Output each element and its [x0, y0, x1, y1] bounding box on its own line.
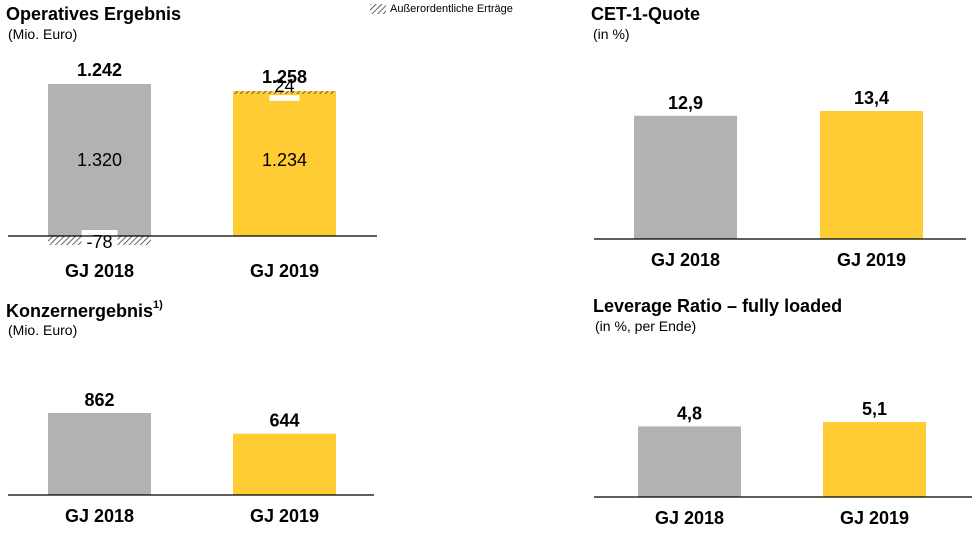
bar-1-1: [820, 111, 923, 239]
chart-title-konzern: Konzernergebnis1): [6, 299, 163, 322]
chart-subtitle-cet1: (in %): [593, 26, 630, 42]
data-label-1-0: 12,9: [668, 93, 703, 113]
chart-subtitle-konzern: (Mio. Euro): [8, 322, 78, 338]
hatch-edge-1: [233, 91, 336, 96]
hatch-swatch-icon: [370, 4, 386, 14]
x-tick-label-3-0: GJ 2018: [655, 508, 724, 528]
x-tick-label-1-1: GJ 2019: [837, 250, 906, 270]
chart-subtitle-operatives: (Mio. Euro): [8, 26, 78, 42]
chart-subtitle-leverage: (in %, per Ende): [595, 318, 697, 334]
x-tick-label-2-0: GJ 2018: [65, 506, 134, 526]
total-label-1: 1.258: [262, 67, 307, 87]
x-tick-label-3-1: GJ 2019: [840, 508, 909, 528]
chart-cet1: 12,9 GJ 2018 13,4 GJ 2019: [594, 88, 966, 270]
bar-main-0: [48, 84, 151, 236]
segment-label-extra-0: -78: [86, 232, 112, 252]
chart-leverage: 4,8 GJ 2018 5,1 GJ 2019: [594, 399, 972, 528]
segment-label-extra-1: 24: [274, 76, 294, 96]
data-label-3-0: 4,8: [677, 403, 702, 423]
bar-3-0: [638, 426, 741, 497]
bar-1-0: [634, 115, 737, 239]
chart-konzern: 862 GJ 2018 644 GJ 2019: [8, 390, 374, 526]
bar-2-0: [48, 413, 151, 495]
segment-label-main-0: 1.320: [77, 150, 122, 170]
extra-label-bg-1: [269, 95, 300, 101]
chart-title-leverage: Leverage Ratio – fully loaded: [593, 296, 843, 316]
legend: Außerordentliche Erträge: [370, 3, 513, 15]
data-label-2-0: 862: [84, 390, 114, 410]
bar-main-1: [233, 93, 336, 236]
total-label-0: 1.242: [77, 60, 122, 80]
chart-title-konzern-footnote: 1): [153, 299, 163, 311]
x-tick-label-1-0: GJ 2018: [651, 250, 720, 270]
data-label-3-1: 5,1: [862, 399, 887, 419]
chart-operatives: 1.320 -78 1.242 GJ 2018 1.234 241.258 GJ 2019: [8, 60, 377, 281]
chart-title-konzern-text: Konzernergebnis: [6, 301, 154, 321]
chart-title-operatives: Operatives Ergebnis: [6, 4, 182, 24]
legend-label-hatch: Außerordentliche Erträge: [390, 3, 513, 15]
x-tick-label-2-1: GJ 2019: [250, 506, 319, 526]
bar-2-1: [233, 433, 336, 495]
data-label-2-1: 644: [269, 411, 299, 431]
x-tick-label-0-1: GJ 2019: [250, 261, 319, 281]
segment-label-main-1: 1.234: [262, 150, 307, 170]
data-label-1-1: 13,4: [854, 88, 889, 108]
x-tick-label-0-0: GJ 2018: [65, 261, 134, 281]
bar-3-1: [823, 422, 926, 497]
chart-title-cet1: CET-1-Quote: [591, 4, 701, 24]
extra-label-bg-0: [81, 230, 118, 247]
